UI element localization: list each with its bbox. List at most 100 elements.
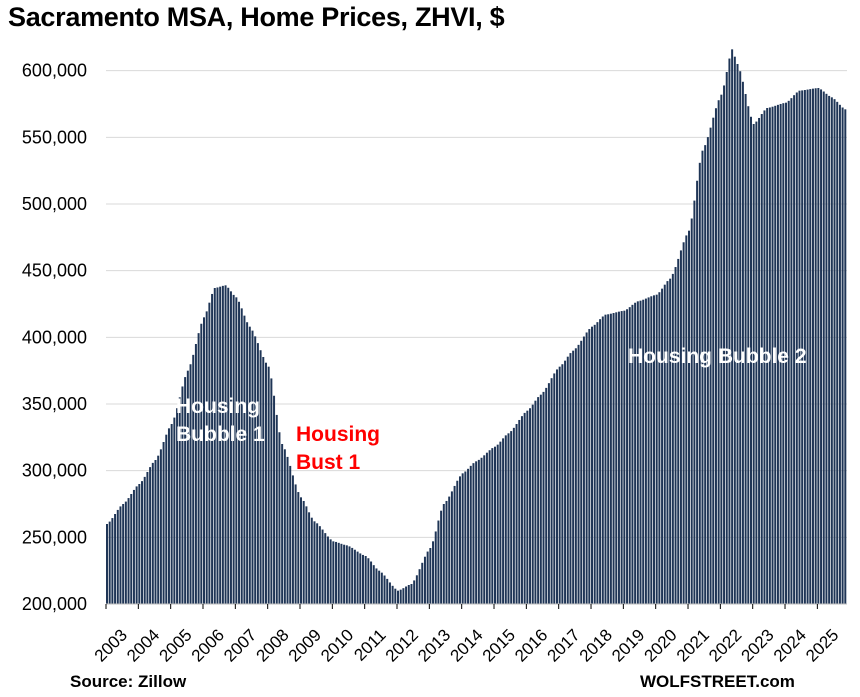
bar (825, 93, 828, 604)
bar (278, 432, 281, 604)
bar (607, 314, 610, 604)
annotation-housing-bust-1: Housing Bust 1 (296, 421, 380, 477)
bar (429, 548, 432, 604)
bar (316, 523, 319, 604)
bar (736, 64, 739, 604)
bar (755, 121, 758, 604)
bar (127, 498, 130, 604)
bar (480, 457, 483, 604)
bar (693, 200, 696, 604)
watermark: WOLFSTREET.com (640, 672, 795, 691)
bar (380, 572, 383, 604)
bar (397, 590, 399, 604)
bar (626, 309, 629, 604)
bar (291, 475, 294, 604)
bar (531, 404, 534, 604)
bar (173, 417, 176, 604)
bar (367, 558, 370, 604)
bar (264, 362, 267, 604)
bar (545, 387, 548, 604)
x-tick-label: 2013 (414, 625, 454, 665)
bar (189, 364, 192, 604)
bar (485, 452, 488, 604)
bar (423, 556, 426, 604)
bar (437, 520, 440, 604)
bar (469, 465, 472, 604)
bar (138, 484, 141, 604)
x-tick-label: 2003 (91, 625, 131, 665)
bar (612, 313, 615, 604)
bar (725, 72, 728, 604)
annotation-bubble1-line2: Bubble 1 (176, 423, 265, 446)
bar (386, 578, 389, 604)
x-tick-label: 2018 (576, 625, 616, 665)
bar (200, 323, 203, 604)
bar (752, 124, 755, 604)
bar (232, 294, 235, 604)
bar (345, 545, 348, 604)
bar (458, 476, 461, 604)
bar (763, 110, 766, 605)
bar (617, 311, 620, 604)
bar (146, 472, 149, 604)
bar (432, 541, 435, 604)
bar (801, 90, 804, 604)
bar (130, 494, 133, 604)
bar (329, 539, 332, 604)
bar (628, 307, 631, 604)
bar (450, 491, 453, 604)
bar (723, 85, 726, 604)
bar (154, 460, 157, 604)
x-tick-label: 2020 (640, 625, 680, 665)
bar (197, 333, 200, 604)
bar (157, 455, 160, 604)
bar (615, 312, 618, 604)
bar (604, 314, 607, 604)
bar (814, 88, 817, 604)
bar (313, 521, 316, 604)
bar (771, 106, 774, 605)
bar (434, 531, 437, 604)
bar (588, 329, 591, 604)
bar (510, 431, 513, 604)
bar (779, 103, 782, 605)
bar (337, 542, 340, 604)
bar (308, 512, 311, 604)
bar (186, 370, 189, 604)
y-tick-label: 200,000 (22, 594, 87, 614)
bar (685, 235, 688, 604)
bar (167, 428, 170, 604)
bar (119, 506, 122, 604)
bar (502, 438, 505, 604)
bar (114, 514, 117, 604)
bar (569, 353, 572, 604)
bar (820, 89, 823, 605)
x-tick-label: 2010 (317, 625, 357, 665)
bar (750, 116, 752, 604)
y-tick-label: 600,000 (22, 61, 87, 81)
y-tick-label: 350,000 (22, 394, 87, 414)
bar (561, 364, 564, 604)
bar (472, 463, 475, 604)
bar (803, 90, 806, 604)
bar (731, 49, 734, 604)
bar (456, 480, 459, 604)
x-tick-label: 2023 (738, 625, 778, 665)
bar (596, 322, 599, 604)
bar (838, 104, 841, 604)
bar (677, 258, 680, 604)
bar (790, 98, 793, 605)
bar (477, 459, 480, 604)
bar (634, 302, 637, 604)
y-tick-label: 300,000 (22, 461, 87, 481)
bar (405, 586, 408, 604)
bar (534, 400, 537, 604)
bar (391, 585, 394, 604)
bar (774, 105, 777, 604)
bar (574, 348, 577, 604)
bar (108, 521, 111, 604)
bar (246, 322, 249, 604)
bar (793, 95, 796, 605)
bar (407, 585, 410, 604)
bar (361, 554, 364, 604)
